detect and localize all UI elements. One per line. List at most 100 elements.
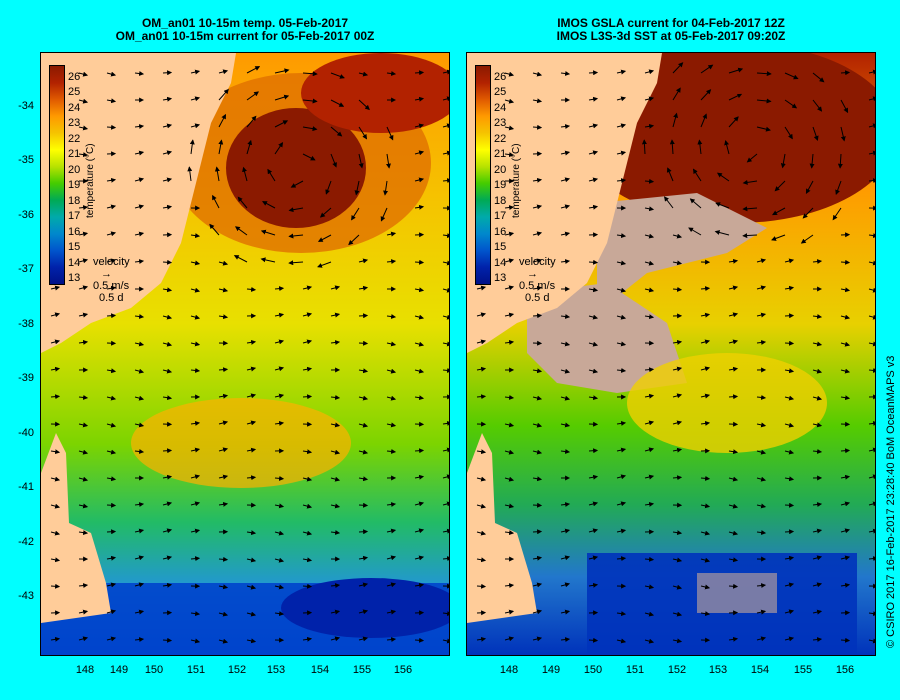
current-arrow: [234, 226, 248, 236]
current-arrow: [724, 140, 730, 155]
current-arrow: [504, 636, 515, 642]
current-arrow: [774, 180, 786, 192]
current-arrow: [358, 529, 369, 535]
current-arrow: [756, 609, 767, 615]
current-arrow: [134, 71, 145, 76]
current-arrow: [274, 557, 285, 563]
velocity-speed: 0.5 m/s: [93, 280, 130, 292]
current-arrow: [532, 476, 543, 482]
current-arrow: [414, 123, 425, 129]
cb-label: 26: [494, 71, 507, 83]
current-arrow: [644, 474, 655, 480]
current-arrow: [672, 584, 683, 590]
current-arrow: [784, 582, 795, 588]
current-arrow: [414, 150, 425, 156]
left-title: OM_an01 10-15m temp. 05-Feb-2017 OM_an01…: [40, 17, 450, 43]
current-arrow: [532, 177, 543, 183]
current-arrow: [669, 139, 675, 155]
current-arrow: [588, 501, 599, 507]
current-arrow: [190, 420, 201, 426]
current-arrow: [532, 529, 543, 535]
current-arrow: [106, 502, 117, 508]
current-arrow: [190, 447, 201, 453]
current-arrow: [700, 89, 712, 101]
current-arrow: [504, 394, 515, 400]
current-arrow: [442, 287, 449, 293]
current-arrow: [616, 367, 627, 373]
current-arrow: [246, 139, 253, 155]
left-velocity-legend: velocity → 0.5 m/s 0.5 d: [93, 256, 130, 304]
current-arrow: [218, 88, 229, 101]
current-arrow: [560, 582, 571, 588]
cb-label: 22: [494, 133, 507, 145]
current-arrow: [302, 126, 318, 132]
current-arrow: [812, 582, 823, 588]
current-arrow: [616, 501, 627, 507]
y-tick-label: -35: [18, 154, 34, 166]
current-arrow: [812, 502, 823, 507]
current-arrow: [756, 98, 772, 104]
current-arrow: [218, 367, 229, 373]
current-arrow: [504, 503, 515, 509]
cb-label: 24: [68, 102, 81, 114]
current-arrow: [728, 93, 743, 101]
current-arrow: [868, 287, 875, 293]
current-arrow: [716, 172, 730, 182]
current-arrow: [840, 314, 851, 320]
current-arrow: [700, 286, 711, 292]
current-arrow: [756, 71, 772, 77]
current-arrow: [414, 395, 425, 401]
current-arrow: [672, 366, 683, 372]
current-arrow: [812, 395, 823, 401]
current-arrow: [162, 314, 173, 320]
current-arrow: [840, 582, 851, 588]
current-arrow: [386, 231, 397, 237]
cb-label: 25: [494, 86, 507, 98]
current-arrow: [812, 422, 823, 428]
current-arrow: [868, 314, 875, 320]
current-arrow: [442, 69, 449, 75]
current-arrow: [666, 167, 674, 182]
current-arrow: [476, 636, 487, 642]
current-arrow: [218, 556, 229, 562]
current-arrow: [325, 180, 332, 195]
current-arrow: [504, 231, 515, 237]
current-arrow: [672, 112, 678, 128]
current-arrow: [616, 420, 627, 426]
current-arrow: [190, 638, 201, 644]
current-arrow: [840, 341, 851, 347]
current-arrow: [756, 530, 767, 535]
current-arrow: [784, 502, 795, 508]
current-arrow: [588, 341, 599, 347]
current-arrow: [442, 474, 449, 480]
y-tick-label: -37: [18, 263, 34, 275]
right-colorbar: [475, 65, 491, 285]
current-arrow: [476, 583, 487, 589]
current-arrow: [288, 260, 304, 266]
current-arrow: [190, 556, 201, 562]
current-arrow: [756, 476, 767, 482]
x-tick-label: 155: [793, 664, 813, 676]
current-arrow: [812, 528, 823, 534]
current-arrow: [812, 555, 823, 561]
current-arrow: [330, 503, 341, 509]
current-arrow: [644, 611, 655, 617]
current-arrow: [442, 260, 449, 266]
cb-label: 20: [494, 164, 507, 176]
current-arrow: [442, 420, 449, 426]
current-arrow: [162, 474, 173, 480]
current-arrow: [262, 201, 276, 209]
current-arrow: [78, 609, 89, 615]
current-arrow: [106, 368, 117, 374]
current-arrow: [106, 98, 117, 104]
current-arrow: [476, 503, 487, 509]
current-arrow: [190, 260, 201, 266]
current-arrow: [414, 582, 425, 588]
current-arrow: [190, 233, 201, 239]
current-arrow: [134, 177, 145, 183]
current-arrow: [50, 312, 61, 318]
cb-label: 21: [68, 148, 81, 160]
current-arrow: [504, 422, 515, 428]
current-arrow: [532, 98, 543, 104]
current-arrow: [588, 204, 599, 210]
